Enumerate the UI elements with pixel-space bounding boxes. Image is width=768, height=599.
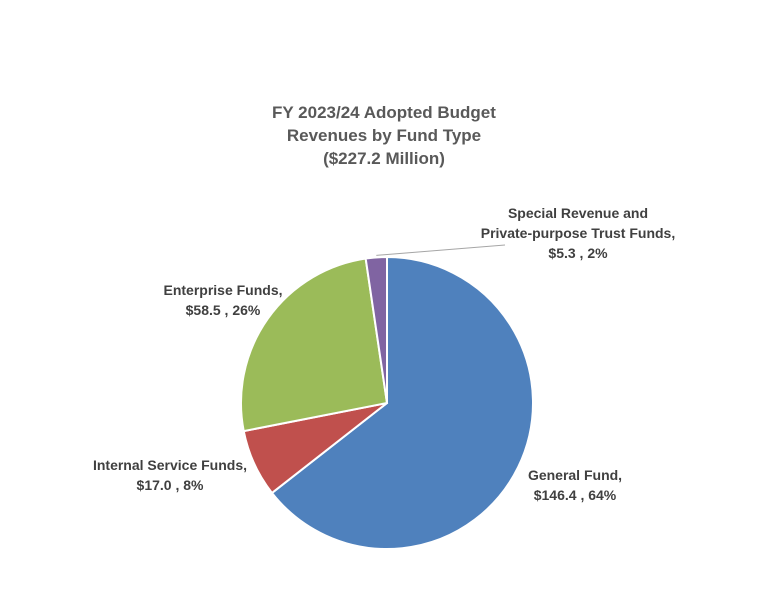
chart-title-line-2: Revenues by Fund Type	[287, 126, 481, 145]
slice-label-line: Private-purpose Trust Funds,	[481, 225, 675, 241]
chart-title-line-1: FY 2023/24 Adopted Budget	[272, 103, 496, 122]
slice-label-internal-service-funds: Internal Service Funds, $17.0 , 8%	[93, 457, 247, 493]
label-leader-lines	[376, 244, 506, 256]
pie-slices	[240, 255, 534, 550]
slice-label-line: $17.0 , 8%	[137, 477, 204, 493]
slice-label-enterprise-funds: Enterprise Funds, $58.5 , 26%	[163, 282, 282, 318]
pie-slice-general-fund	[270, 255, 534, 550]
slice-labels: General Fund, $146.4 , 64% Internal Servic…	[93, 205, 675, 503]
chart-title: FY 2023/24 Adopted Budget Revenues by Fu…	[272, 103, 496, 168]
leader-line-special-revenue-trust-funds	[376, 244, 506, 256]
pie-slice-special-revenue-trust-funds	[364, 255, 388, 404]
slice-label-special-revenue-trust-funds: Special Revenue and Private-purpose Trust…	[481, 205, 675, 261]
slice-label-line: $58.5 , 26%	[186, 302, 261, 318]
chart-title-line-3: ($227.2 Million)	[323, 149, 445, 168]
slice-label-line: Internal Service Funds,	[93, 457, 247, 473]
slice-label-line: Enterprise Funds,	[163, 282, 282, 298]
slice-label-line: General Fund,	[528, 467, 622, 483]
pie-slice-enterprise-funds	[240, 257, 389, 433]
slice-label-line: $5.3 , 2%	[548, 245, 608, 261]
slice-label-line: Special Revenue and	[508, 205, 648, 221]
slice-label-general-fund: General Fund, $146.4 , 64%	[528, 467, 622, 503]
slice-label-line: $146.4 , 64%	[534, 487, 617, 503]
